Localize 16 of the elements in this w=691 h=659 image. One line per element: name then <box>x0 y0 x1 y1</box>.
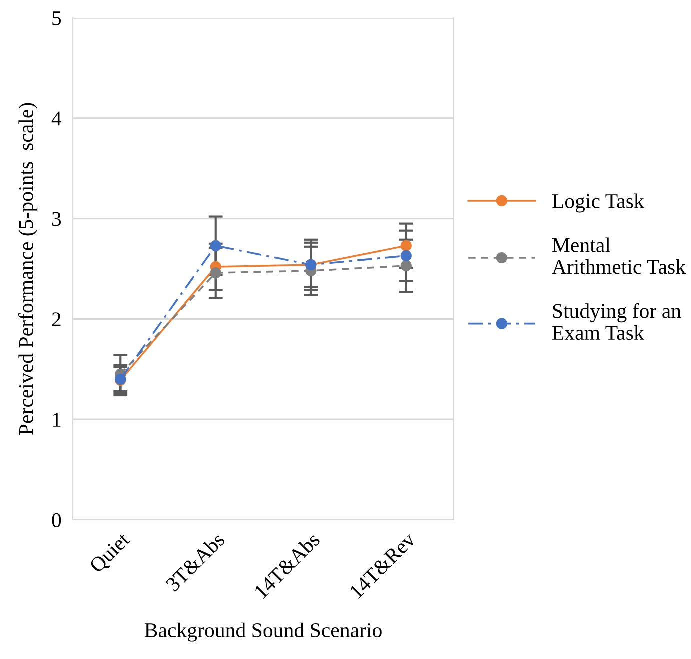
x-axis-title: Background Sound Scenario <box>144 622 382 642</box>
y-tick-label: 5 <box>52 12 62 26</box>
point <box>400 240 412 252</box>
legend-label: Logic Task <box>552 194 644 213</box>
point <box>210 267 222 279</box>
y-axis-title: Perceived Performance (5-points scale) <box>18 103 38 435</box>
legend-label: Studying for an Exam Task <box>552 303 682 340</box>
legend-label: Mental Arithmetic Task <box>552 238 686 274</box>
y-tick-label: 1 <box>53 413 61 427</box>
y-tick-label: 2 <box>52 312 61 326</box>
point <box>400 260 412 272</box>
y-tick-label: 3 <box>52 212 62 226</box>
point <box>400 250 412 262</box>
y-tick-label: 4 <box>52 112 62 126</box>
y-tick-label: 0 <box>52 513 62 528</box>
point <box>210 240 222 252</box>
